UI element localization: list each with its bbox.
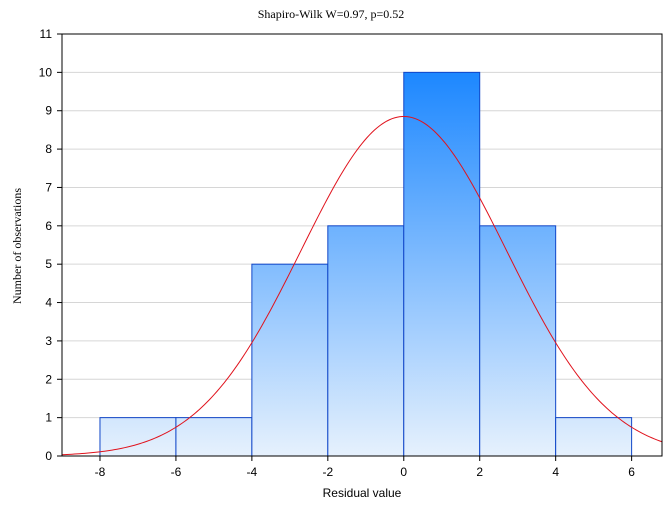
x-axis-label: Residual value <box>323 486 402 500</box>
x-tick-label: -2 <box>322 465 333 479</box>
y-tick-label: 3 <box>45 334 52 348</box>
y-axis-ticks: 0 1 2 3 4 5 6 7 8 9 10 11 <box>39 27 62 463</box>
x-tick-label: -6 <box>171 465 182 479</box>
y-tick-label: 11 <box>40 27 53 41</box>
y-tick-label: 4 <box>45 296 52 310</box>
x-tick-label: 6 <box>628 465 635 479</box>
histogram-bar <box>327 225 405 457</box>
x-tick-label: 2 <box>476 465 483 479</box>
x-axis-ticks: -8 -6 -4 -2 0 2 4 6 <box>95 456 635 479</box>
histogram-bar <box>555 417 633 457</box>
y-tick-label: 0 <box>45 449 52 463</box>
y-tick-label: 10 <box>39 65 53 79</box>
chart-title: Shapiro-Wilk W=0.97, p=0.52 <box>258 7 404 21</box>
y-tick-label: 6 <box>45 219 52 233</box>
x-tick-label: -8 <box>95 465 106 479</box>
y-tick-label: 5 <box>45 257 52 271</box>
histogram-bar <box>479 225 557 457</box>
y-tick-label: 8 <box>45 142 52 156</box>
y-tick-label: 7 <box>45 180 52 194</box>
y-tick-label: 9 <box>45 104 52 118</box>
y-tick-label: 1 <box>45 411 52 425</box>
histogram-bar <box>175 417 253 457</box>
x-tick-label: 4 <box>552 465 559 479</box>
normal-curve <box>62 115 662 456</box>
x-tick-label: -4 <box>247 465 258 479</box>
y-tick-label: 2 <box>45 372 52 386</box>
histogram-bar <box>403 71 481 457</box>
y-axis-label: Number of observations <box>10 188 24 304</box>
histogram-bar <box>251 263 329 457</box>
x-tick-label: 0 <box>400 465 407 479</box>
plot-frame <box>61 33 663 457</box>
